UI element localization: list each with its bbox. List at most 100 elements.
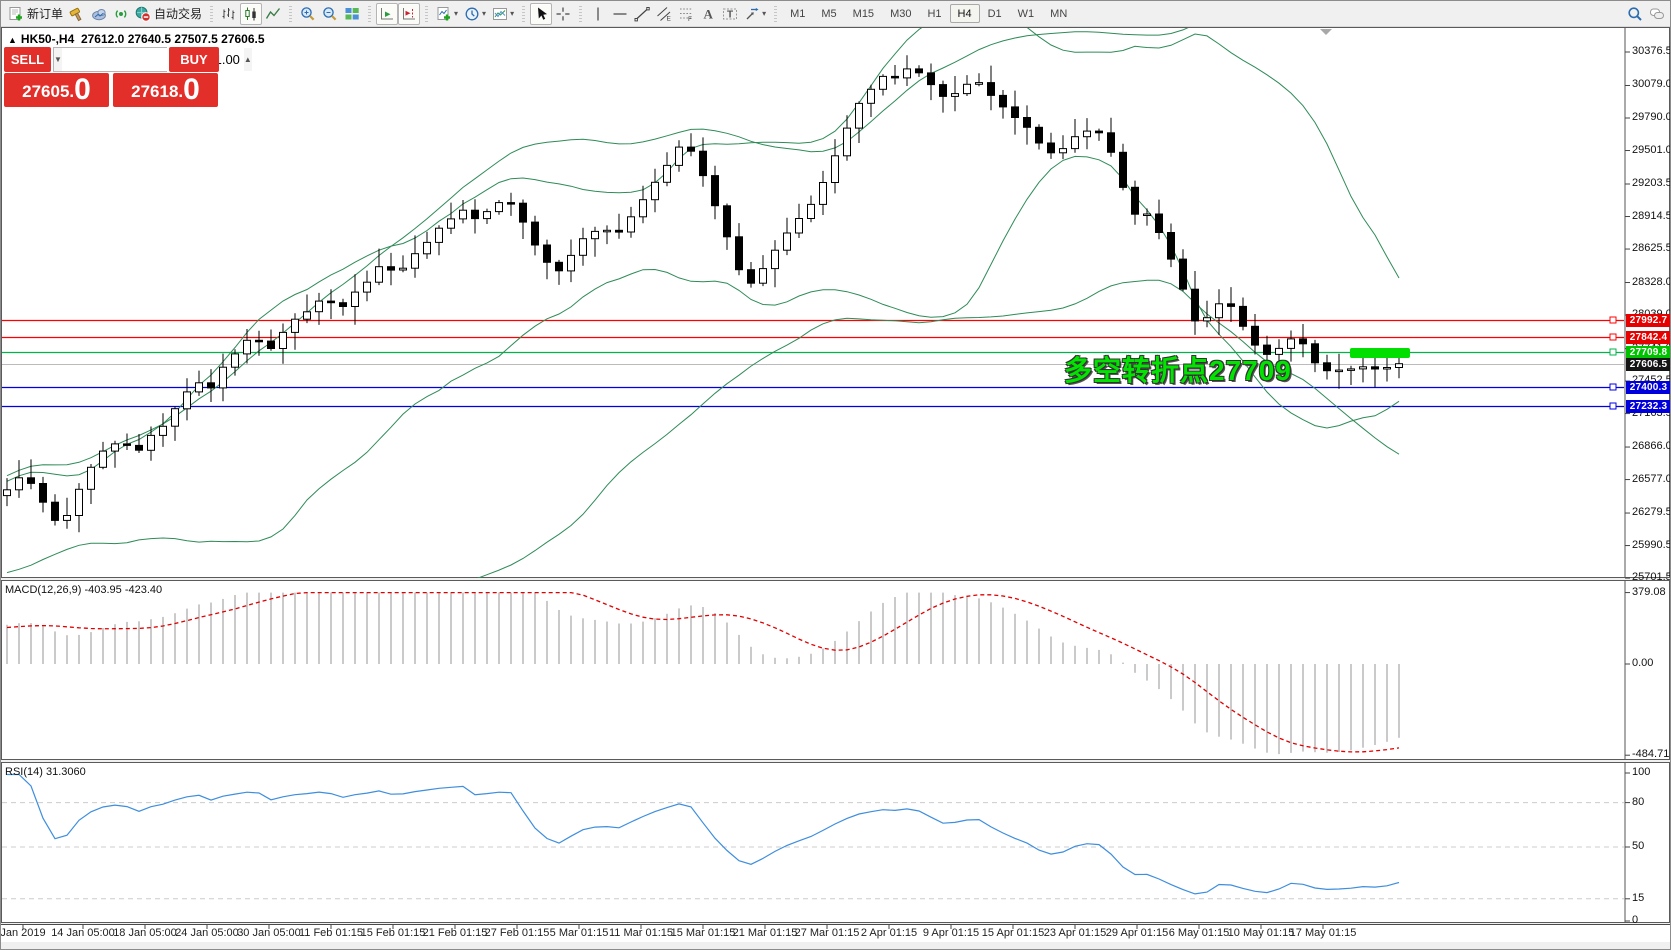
svg-text:F: F <box>688 16 692 22</box>
zoom-out-button[interactable] <box>319 3 341 25</box>
toolbar-separator <box>368 5 372 22</box>
bottom-strip <box>1 942 1670 949</box>
main-y-tick: 26577.0 <box>1632 472 1671 485</box>
buy-button[interactable]: BUY <box>169 47 219 72</box>
macd-panel[interactable] <box>1 580 1670 760</box>
candle-chart-icon <box>245 7 256 20</box>
indicators-button[interactable]: ▾ <box>433 3 461 25</box>
rsi-y-tick: 100 <box>1632 766 1651 778</box>
symbol-ohlc-title: ▲ HK50-,H4 27612.0 27640.5 27507.5 27606.… <box>8 32 265 46</box>
sell-price-main: 27605 <box>22 82 70 101</box>
buy-price-bigdigit: 0 <box>183 73 200 106</box>
buy-price-button[interactable]: 27618. 0 <box>113 73 218 107</box>
crosshair-icon <box>556 7 570 20</box>
search-button[interactable] <box>1624 3 1646 25</box>
new-order-button[interactable]: 新订单 <box>5 3 66 25</box>
rsi-panel[interactable] <box>1 762 1670 923</box>
toolbar-separator <box>210 5 214 22</box>
timeframe-m1-button[interactable]: M1 <box>790 8 806 20</box>
zoom-out-icon <box>323 6 337 20</box>
crosshair-button[interactable] <box>552 3 574 25</box>
trend-line-button[interactable] <box>631 3 653 25</box>
price-line-badge: 27400.3 <box>1626 381 1670 394</box>
timeframe-m5-button[interactable]: M5 <box>821 8 837 20</box>
auto-scroll-icon <box>381 7 394 19</box>
timeframe-mn-button[interactable]: MN <box>1050 8 1068 20</box>
zoom-in-button[interactable] <box>297 3 319 25</box>
macd-y-tick: 379.08 <box>1632 585 1666 598</box>
time-label: 30 Jan 05:00 <box>237 927 301 939</box>
signal-icon <box>115 9 127 18</box>
time-label: 9 Apr 01:15 <box>922 927 980 939</box>
toolbar-right-icons <box>1624 3 1668 25</box>
rsi-y-tick: 0 <box>1632 914 1639 926</box>
rsi-y-tick: 15 <box>1632 891 1645 904</box>
volume-increase-button[interactable]: ▲ <box>243 48 252 71</box>
shapes-button[interactable]: ▾ <box>741 3 769 25</box>
periods-button[interactable]: ▾ <box>461 3 489 25</box>
chat-button[interactable] <box>1646 3 1668 25</box>
cloud-chart-button[interactable] <box>88 3 110 25</box>
text-button[interactable]: A <box>697 3 719 25</box>
timeframe-m15-button[interactable]: M15 <box>852 8 875 20</box>
channel-icon: E <box>657 6 672 22</box>
timeframe-d1-button[interactable]: D1 <box>987 8 1002 20</box>
line-chart-button[interactable] <box>262 3 284 25</box>
cursor-button[interactable] <box>530 2 553 25</box>
horizontal-line-button[interactable] <box>609 3 631 25</box>
tile-windows-icon <box>345 7 359 19</box>
macd-y-tick: -484.71 <box>1632 748 1670 761</box>
auto-trade-button[interactable]: 自动交易 <box>132 3 205 25</box>
main-y-tick: 28328.0 <box>1632 275 1671 288</box>
macd-y-tick: 0.00 <box>1632 657 1654 669</box>
signal-button[interactable] <box>110 3 132 25</box>
time-label: 24 Jan 05:00 <box>175 927 239 939</box>
chart-shift-button[interactable] <box>398 2 421 25</box>
ohlc-open: 27612.0 <box>80 32 125 46</box>
time-label: 11 Mar 01:15 <box>608 927 674 939</box>
chat-icon <box>1650 8 1664 19</box>
text-label-button[interactable]: T <box>719 3 741 25</box>
toolbar-separator <box>425 5 429 22</box>
time-label: 15 Mar 01:15 <box>670 927 736 939</box>
bar-chart-button[interactable] <box>218 3 240 25</box>
price-line-badge: 27842.4 <box>1626 331 1670 344</box>
rsi-y-tick: 80 <box>1632 795 1645 808</box>
cursor-icon <box>538 7 548 20</box>
bar-chart-icon <box>222 7 235 19</box>
symbol-dropdown-arrow-icon[interactable]: ▲ <box>8 35 17 45</box>
time-label: 15 Apr 01:15 <box>981 927 1045 939</box>
indicators-icon <box>437 6 451 20</box>
sell-price-button[interactable]: 27605. 0 <box>4 73 109 107</box>
chart-annotation-text[interactable]: 多空转折点27709 <box>1064 355 1292 386</box>
main-chart-panel[interactable] <box>1 27 1670 578</box>
candle-chart-button[interactable] <box>240 2 263 25</box>
main-y-tick: 29790.0 <box>1632 110 1671 123</box>
main-y-tick: 28914.5 <box>1632 209 1671 222</box>
main-y-tick: 30079.0 <box>1632 78 1671 91</box>
timeframe-h1-button[interactable]: H1 <box>927 8 942 20</box>
time-axis[interactable] <box>1 924 1670 942</box>
template-button[interactable]: ▾ <box>489 3 517 25</box>
auto-scroll-button[interactable] <box>376 2 399 25</box>
dropdown-arrow-icon: ▾ <box>762 9 767 18</box>
timeframe-h4-button[interactable]: H4 <box>949 4 980 23</box>
timeframe-w1-button[interactable]: W1 <box>1017 8 1035 20</box>
timeframe-m30-button[interactable]: M30 <box>890 8 912 20</box>
sell-button[interactable]: SELL <box>4 47 51 72</box>
rsi-y-tick: 50 <box>1632 840 1645 852</box>
channel-button[interactable]: E <box>653 3 675 25</box>
tile-windows-button[interactable] <box>341 3 363 25</box>
main-y-tick: 28625.5 <box>1632 242 1671 255</box>
toolbar-separator <box>289 5 293 22</box>
vertical-line-button[interactable] <box>587 3 609 25</box>
volume-box: ▼ ▲ <box>53 47 252 72</box>
time-label: 15 Feb 01:15 <box>360 927 426 939</box>
new-order-icon <box>9 6 22 20</box>
main-y-tick: 25990.5 <box>1632 538 1671 551</box>
zoom-in-icon <box>301 6 315 20</box>
main-y-tick: 29203.5 <box>1632 176 1671 189</box>
hammer-button[interactable] <box>66 3 88 25</box>
fibonacci-button[interactable]: F <box>675 3 697 25</box>
volume-decrease-button[interactable]: ▼ <box>54 48 62 71</box>
